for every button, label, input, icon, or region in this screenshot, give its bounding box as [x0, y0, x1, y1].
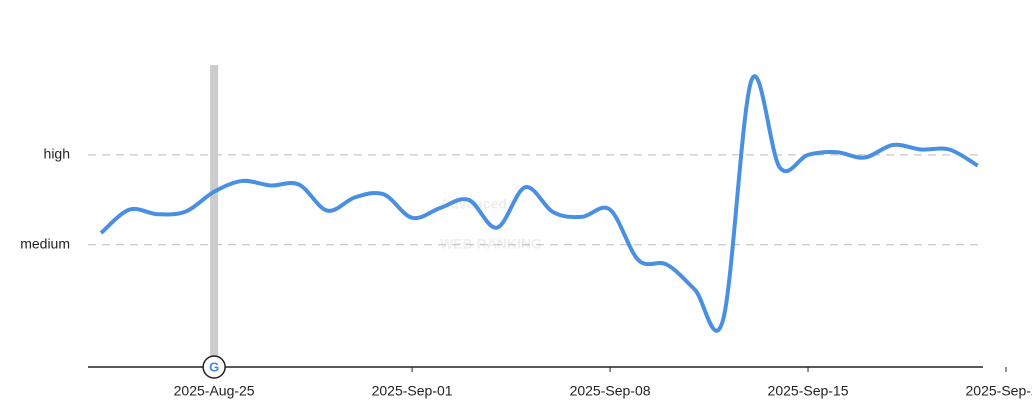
x-tick-label: 2025-Aug-25: [174, 383, 255, 399]
x-tick-label: 2025-Sep-01: [372, 383, 453, 399]
y-tick-label: medium: [20, 235, 70, 251]
y-tick-label: high: [44, 146, 70, 162]
x-tick-label: 2025-Sep-22: [966, 383, 1032, 399]
update-band: [210, 65, 219, 367]
update-icon-label: G: [209, 359, 219, 374]
update-icon: [202, 355, 226, 379]
x-tick-label: 2025-Sep-08: [570, 383, 651, 399]
series-line: [99, 74, 979, 333]
x-tick-label: 2025-Sep-15: [768, 383, 849, 399]
watermark: WEB RANKING: [440, 236, 542, 252]
